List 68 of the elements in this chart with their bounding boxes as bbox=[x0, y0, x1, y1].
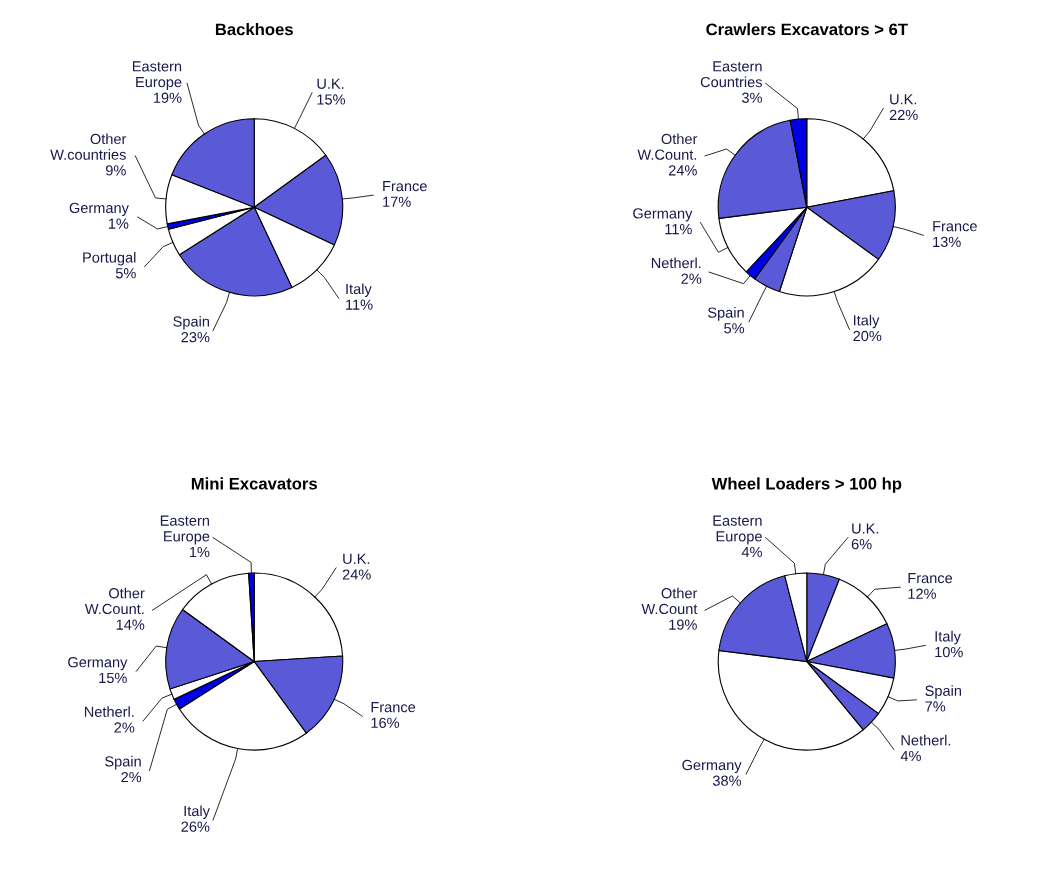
data-label: 23% bbox=[181, 332, 210, 343]
chart-title: Wheel Loaders > 100 hp bbox=[711, 477, 902, 493]
data-label: 22% bbox=[889, 109, 918, 121]
data-label: 9% bbox=[105, 165, 126, 176]
data-label: 15% bbox=[99, 672, 127, 684]
data-label: 1% bbox=[189, 546, 210, 558]
data-label: 5% bbox=[115, 268, 136, 279]
data-label: 2% bbox=[114, 722, 135, 733]
data-label: 6% bbox=[851, 539, 872, 550]
data-label: 5% bbox=[724, 323, 745, 334]
data-label: 1% bbox=[108, 218, 129, 229]
data-label: 7% bbox=[925, 701, 946, 712]
slice-label: Germany bbox=[682, 759, 742, 774]
data-label: 24% bbox=[668, 165, 697, 176]
slice-label: Italy bbox=[935, 630, 961, 645]
data-label: 2% bbox=[121, 771, 142, 783]
chart-title: Crawlers Excavators > 6T bbox=[706, 23, 908, 36]
data-label: 14% bbox=[116, 619, 145, 630]
slice-label: U.K. bbox=[343, 553, 370, 565]
slice-label: Spain bbox=[105, 755, 141, 770]
data-label: 2% bbox=[681, 273, 702, 284]
data-label: 3% bbox=[741, 92, 762, 103]
slice-label: Italy bbox=[853, 314, 880, 329]
slice-label: Netherl. bbox=[901, 734, 951, 746]
slice-label: Portugal bbox=[83, 251, 136, 266]
data-label: 11% bbox=[665, 224, 692, 235]
slice-label: U.K. bbox=[890, 94, 917, 105]
data-label: 11% bbox=[346, 299, 373, 310]
data-label: 4% bbox=[900, 750, 921, 762]
data-label: 15% bbox=[317, 94, 346, 105]
slice-label: Other W.Count. bbox=[637, 133, 698, 160]
data-label: 16% bbox=[371, 717, 400, 728]
slice-label: Italy bbox=[184, 805, 210, 820]
data-label: 19% bbox=[153, 92, 182, 103]
slice-label: Other W.Count. bbox=[84, 587, 145, 615]
data-label: 4% bbox=[741, 546, 762, 558]
slice-label: Germany bbox=[69, 202, 129, 216]
slice-label: Eastern Countries bbox=[700, 61, 762, 88]
slice-label: Netherl. bbox=[84, 706, 134, 717]
slice-label: Spain bbox=[708, 307, 744, 321]
slice-label: Eastern Europe bbox=[713, 515, 762, 545]
slice-label: Italy bbox=[346, 283, 372, 298]
slice-label: U.K. bbox=[852, 523, 879, 534]
data-label: 10% bbox=[935, 646, 963, 658]
slice-label: Netherl. bbox=[651, 257, 701, 269]
chart-title: Backhoes bbox=[215, 23, 293, 36]
slice-label: Other W.Count bbox=[641, 587, 698, 615]
slice-label: Eastern Europe bbox=[132, 61, 182, 91]
slice-label: France bbox=[383, 181, 427, 192]
slice-label: France bbox=[371, 702, 416, 713]
slice-label: Germany bbox=[68, 657, 128, 671]
slice-label: U.K. bbox=[317, 78, 344, 89]
data-label: 19% bbox=[669, 619, 697, 630]
slice-label: Eastern Europe bbox=[160, 515, 210, 545]
data-label: 24% bbox=[342, 569, 371, 580]
slice-label: Spain bbox=[925, 685, 961, 699]
data-label: 26% bbox=[181, 821, 210, 832]
data-label: 17% bbox=[383, 196, 411, 207]
data-label: 12% bbox=[908, 588, 936, 599]
slice-label: Other W.countries bbox=[50, 133, 127, 160]
data-label: 38% bbox=[712, 775, 742, 786]
data-label: 20% bbox=[853, 330, 882, 342]
chart-title: Mini Excavators bbox=[191, 477, 317, 490]
slice-label: France bbox=[908, 573, 953, 584]
slice-label: Spain bbox=[173, 315, 209, 330]
slice-label: Germany bbox=[633, 208, 693, 222]
data-label: 13% bbox=[933, 236, 961, 248]
slice-label: France bbox=[933, 221, 977, 232]
